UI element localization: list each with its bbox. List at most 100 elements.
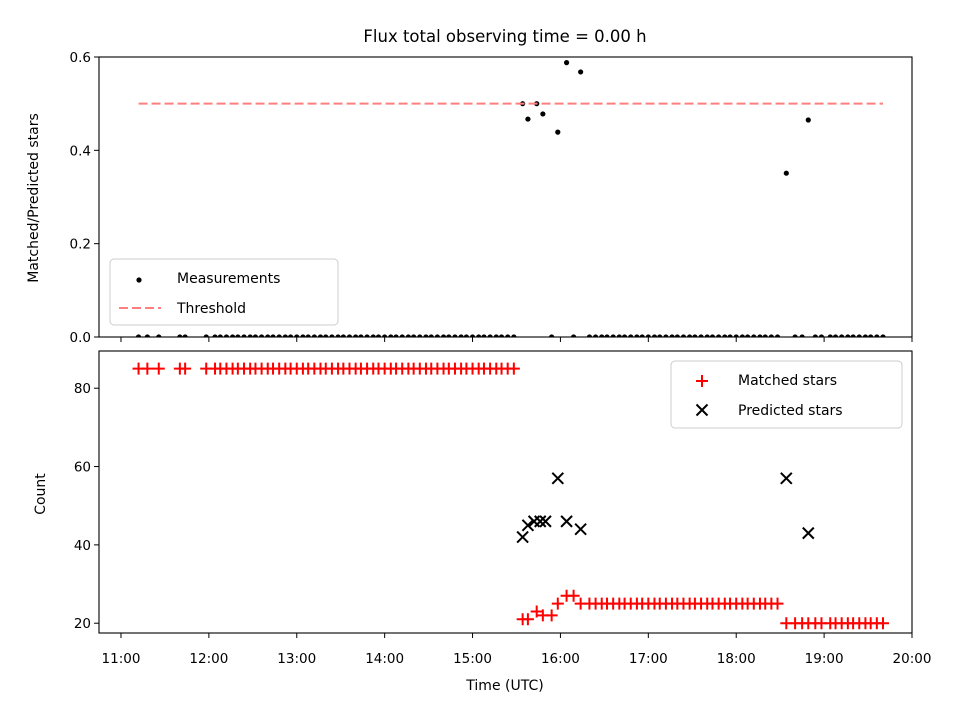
axes-frame [98, 350, 913, 634]
measurement-point [423, 334, 429, 337]
measurement-point [182, 334, 188, 337]
measurement-point [549, 334, 555, 337]
chart-title: Flux total observing time = 0.00 h [363, 27, 646, 46]
matched-stars-point [567, 589, 580, 602]
axes-frame [98, 56, 913, 338]
measurement-point [229, 334, 236, 337]
measurement-point [358, 334, 364, 337]
measurement-point [563, 60, 570, 66]
matched-stars-point [771, 597, 784, 610]
measurement-point [571, 334, 577, 337]
measurement-point [241, 334, 247, 337]
measurement-point [405, 334, 411, 337]
measurement-point [578, 69, 584, 75]
matched-stars-point [551, 597, 564, 610]
bottom-panel: 20 40 60 80 11:00 12:00 13:00 14:00 15:00 16:00 17… [74, 350, 932, 667]
measurement-point [411, 334, 417, 337]
measurement-point [525, 116, 531, 122]
y-tick-label: 0.6 [70, 50, 91, 66]
predicted-stars-point [560, 515, 573, 528]
legend-matched-label: Matched stars [738, 373, 837, 389]
measurement-point [880, 334, 886, 337]
measurement-point [446, 334, 452, 337]
measurement-point [698, 334, 704, 337]
measurement-point [610, 334, 616, 337]
measurement-point [481, 334, 487, 337]
measurement-point [621, 334, 628, 337]
measurement-point [783, 170, 789, 176]
measurement-point [604, 334, 610, 337]
measurement-point [592, 334, 599, 337]
measurement-point [799, 334, 805, 337]
measurement-point [282, 334, 288, 337]
x-tick-label: 18:00 [717, 651, 756, 667]
measurement-point [540, 111, 546, 117]
measurement-point [674, 334, 680, 337]
measurement-point [335, 334, 341, 337]
x-tick-label: 16:00 [541, 651, 580, 667]
measurement-point [716, 334, 722, 337]
measurement-point [739, 334, 745, 337]
x-tick-label: 12:00 [189, 651, 228, 667]
measurement-point [212, 334, 218, 337]
measurement-point [265, 334, 271, 337]
measurement-point [792, 334, 798, 337]
measurement-point [323, 334, 329, 337]
measurement-point [845, 334, 851, 337]
top-legend: Measurements Threshold [109, 258, 339, 326]
legend-matched-marker [696, 375, 708, 387]
measurement-point [628, 334, 634, 337]
measurement-point [399, 334, 405, 337]
x-tick-label: 20:00 [893, 651, 932, 667]
y-tick-label: 60 [74, 460, 91, 476]
measurement-point [452, 334, 458, 337]
measurement-point [733, 334, 739, 337]
legend-box [109, 258, 339, 326]
measurement-point [832, 334, 839, 337]
measurement-point [827, 334, 833, 337]
plot-area [132, 362, 889, 630]
measurement-point [645, 334, 651, 337]
legend-threshold-label: Threshold [176, 301, 246, 317]
measurement-point [156, 334, 162, 337]
measurement-point [555, 129, 561, 135]
predicted-stars-point [521, 519, 535, 532]
measurement-point [428, 334, 434, 337]
measurement-point [751, 334, 757, 337]
measurement-point [463, 334, 469, 337]
measurement-point [440, 334, 447, 337]
measurement-point [839, 334, 845, 337]
measurement-point [657, 334, 663, 337]
plot-area [135, 60, 886, 337]
measurement-point [294, 334, 300, 337]
legend-measurements-label: Measurements [177, 271, 280, 287]
matched-stars-point [141, 362, 154, 375]
top-panel: 0.0 0.2 0.4 0.6 Measurements Threshold [70, 50, 913, 346]
predicted-stars-point [780, 472, 793, 485]
measurement-point [709, 334, 716, 337]
x-tick-label: 13:00 [277, 651, 316, 667]
measurement-point [370, 334, 376, 337]
measurement-point [487, 334, 493, 337]
measurement-point [634, 334, 640, 337]
measurement-point [364, 334, 370, 337]
measurement-point [382, 334, 388, 337]
measurement-point [252, 334, 259, 337]
y-tick-label: 80 [74, 381, 91, 397]
measurement-point [692, 334, 698, 337]
measurement-point [223, 334, 230, 337]
measurement-point [276, 334, 282, 337]
measurement-point [353, 334, 359, 337]
matched-stars-point [152, 362, 165, 375]
measurement-point [434, 334, 440, 337]
measurement-point [375, 334, 382, 337]
measurement-point [288, 334, 294, 337]
measurement-point [476, 334, 482, 337]
measurement-point [203, 334, 209, 337]
measurement-point [135, 334, 142, 337]
measurement-point [850, 334, 856, 337]
bottom-legend: Matched stars Predicted stars [670, 360, 903, 429]
matched-stars-point [179, 362, 192, 375]
x-tick-label: 11:00 [102, 651, 141, 667]
measurement-point [498, 334, 505, 337]
